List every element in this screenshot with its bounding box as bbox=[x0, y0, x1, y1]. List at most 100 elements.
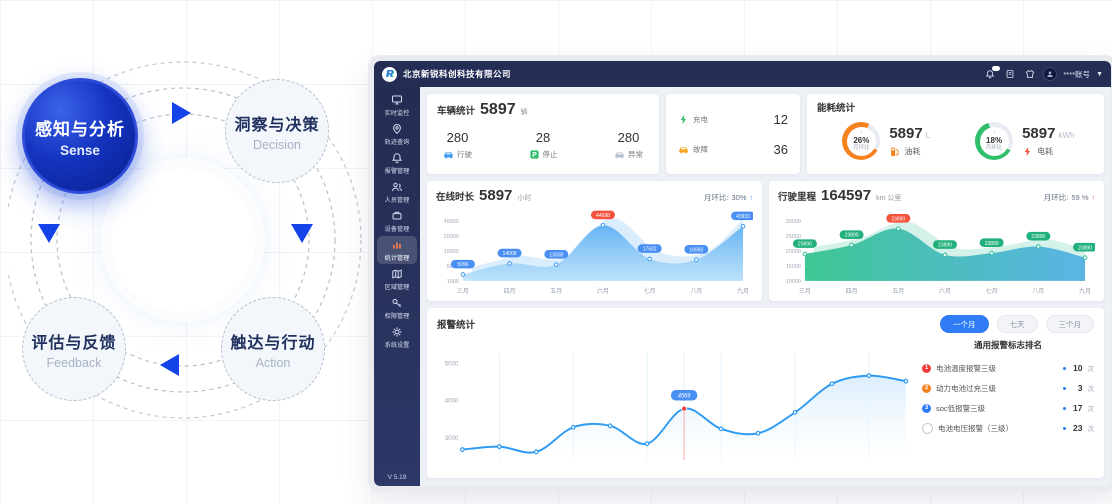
sidebar-item-track[interactable]: 轨迹查询 bbox=[377, 120, 417, 148]
mom-value: 59 % bbox=[1071, 193, 1089, 202]
svg-text:四月: 四月 bbox=[504, 288, 516, 295]
arrow-left-icon bbox=[160, 354, 179, 376]
alarm-ranking-title: 通用报警标志排名 bbox=[973, 340, 1042, 350]
ranking-count: 3 bbox=[1077, 383, 1083, 393]
svg-text:23890: 23890 bbox=[891, 216, 905, 222]
svg-text:五月: 五月 bbox=[550, 288, 562, 295]
sidebar-item-permission[interactable]: 权限管理 bbox=[377, 294, 417, 322]
theme-skin-icon[interactable] bbox=[1023, 67, 1037, 81]
energy-label: 电耗 bbox=[1037, 147, 1054, 156]
sidebar: 实时监控 轨迹查询 报警管理 人员管理 设备管理 统计管理 区域管理 权限管理 … bbox=[374, 87, 420, 486]
notification-bell-icon[interactable] bbox=[983, 66, 1001, 81]
sidebar-item-monitor[interactable]: 实时监控 bbox=[377, 91, 417, 119]
sidebar-item-label: 权限管理 bbox=[384, 313, 410, 320]
svg-text:40000: 40000 bbox=[444, 219, 459, 225]
alarm-period-tabs: 一个月 七天 三个月 bbox=[940, 315, 1094, 333]
sidebar-item-alarm[interactable]: 报警管理 bbox=[377, 149, 417, 177]
svg-text:三月: 三月 bbox=[457, 288, 469, 295]
trend-up-icon: ↑ bbox=[860, 129, 863, 136]
company-name: 北京新锐科创科技有限公司 bbox=[403, 69, 512, 79]
car-gray-icon bbox=[614, 149, 625, 160]
ranking-row[interactable]: 电池电压报警（三级） 23 次 bbox=[922, 418, 1094, 438]
svg-text:九月: 九月 bbox=[1079, 287, 1091, 295]
mom-label: 月环比: bbox=[703, 193, 729, 202]
vehicle-total: 5897 bbox=[480, 101, 516, 118]
mileage-mom: 月环比: 59 % ↑ bbox=[1044, 192, 1095, 203]
sidebar-item-label: 人员管理 bbox=[384, 197, 410, 204]
bolt-green-icon bbox=[678, 114, 689, 125]
notification-badge bbox=[992, 66, 1001, 71]
sidebar-item-users[interactable]: 人员管理 bbox=[377, 178, 417, 206]
status-row-充电: 充电 12 bbox=[678, 112, 788, 127]
account-label[interactable]: ****账号 bbox=[1063, 69, 1091, 79]
app-version: V 5.19 bbox=[387, 474, 407, 481]
node-feedback-en: Feedback bbox=[46, 355, 102, 370]
car-orange-icon bbox=[678, 144, 689, 155]
sidebar-item-stats[interactable]: 统计管理 bbox=[377, 236, 417, 264]
main-content: 车辆统计 5897 辆 280 行驶 28 P 停止 280 异常 充电 12 故障 … bbox=[420, 87, 1111, 486]
vehicle-total-unit: 辆 bbox=[520, 109, 528, 116]
sidebar-item-label: 系统设置 bbox=[384, 342, 410, 349]
dot-icon bbox=[1062, 406, 1066, 410]
donut-sublabel: 月环比 bbox=[985, 144, 1003, 151]
node-sense-zh: 感知与分析 bbox=[35, 119, 125, 139]
node-sense-en: Sense bbox=[60, 142, 100, 158]
svg-text:16993: 16993 bbox=[689, 247, 703, 253]
ranking-label: 电池电压报警（三级） bbox=[938, 423, 1013, 433]
trend-up-icon: ↑ bbox=[992, 129, 996, 136]
user-avatar[interactable] bbox=[1043, 67, 1058, 81]
svg-text:九月: 九月 bbox=[737, 287, 749, 295]
sidebar-item-region[interactable]: 区域管理 bbox=[377, 265, 417, 293]
ranking-row[interactable]: 2 动力电池过充三级 3 次 bbox=[922, 378, 1094, 398]
tab-三个月[interactable]: 三个月 bbox=[1045, 315, 1094, 333]
svg-text:4569: 4569 bbox=[678, 394, 691, 400]
sidebar-item-label: 报警管理 bbox=[384, 168, 410, 175]
stat-value: 280 bbox=[446, 129, 469, 145]
device-icon bbox=[392, 211, 402, 220]
manual-icon[interactable] bbox=[1003, 67, 1017, 81]
svg-text:23890: 23890 bbox=[798, 242, 812, 248]
arrow-down-left-icon bbox=[38, 224, 60, 243]
online-hours-mom: 月环比: 30% ↑ bbox=[704, 192, 753, 203]
svg-text:八月: 八月 bbox=[690, 288, 702, 295]
diagram-center-circle bbox=[111, 168, 255, 312]
svg-text:六月: 六月 bbox=[597, 287, 609, 295]
online-hours-total: 5897 bbox=[479, 187, 513, 204]
alarm-icon bbox=[392, 153, 402, 164]
chevron-down-icon[interactable]: ▼ bbox=[1096, 70, 1103, 78]
ranking-row[interactable]: 3 soc低报警三级 17 次 bbox=[922, 398, 1094, 418]
status-label: 故障 bbox=[693, 144, 708, 154]
alarm-trend-chart: 5000 4000 3000 4569 bbox=[445, 352, 909, 461]
track-icon bbox=[393, 123, 401, 135]
rank-badge: 2 bbox=[922, 383, 931, 393]
arrow-down-right-icon bbox=[291, 224, 313, 243]
tab-七天[interactable]: 七天 bbox=[996, 315, 1038, 333]
dashboard-mockup: R 北京新锐科创科技有限公司 ****账号 ▼ bbox=[368, 55, 1112, 492]
ranking-count: 10 bbox=[1073, 363, 1083, 373]
alarm-stats-title: 报警统计 bbox=[437, 320, 476, 331]
sidebar-item-settings[interactable]: 系统设置 bbox=[377, 323, 417, 351]
stats-icon bbox=[393, 242, 401, 249]
svg-text:13008: 13008 bbox=[549, 252, 563, 258]
arrow-right-icon bbox=[172, 102, 191, 124]
ranking-unit: 次 bbox=[1087, 426, 1095, 433]
sidebar-item-label: 轨迹查询 bbox=[384, 139, 410, 146]
svg-text:八月: 八月 bbox=[1032, 288, 1044, 295]
vehicle-stat-columns: 280 行驶 28 P 停止 280 异常 bbox=[437, 119, 649, 168]
vehicle-stats-card: 车辆统计 5897 辆 280 行驶 28 P 停止 280 异常 bbox=[427, 94, 659, 174]
svg-text:P: P bbox=[532, 151, 537, 158]
svg-text:五月: 五月 bbox=[892, 288, 904, 295]
ranking-row[interactable]: 1 电池温度报警三级 10 次 bbox=[922, 358, 1094, 378]
tab-一个月[interactable]: 一个月 bbox=[940, 315, 989, 333]
mom-label: 月环比: bbox=[1043, 193, 1069, 202]
bolt-red-icon bbox=[1022, 146, 1033, 157]
donut-percent: 18% bbox=[986, 135, 1003, 145]
vehicle-stats-title: 车辆统计 bbox=[437, 106, 476, 117]
fuel-icon bbox=[889, 146, 900, 157]
energy-stats-card: 能耗统计 ↑ 26% 月环比 5897 L 油耗 ↑ 18% 月环比 5897 … bbox=[807, 94, 1104, 174]
ranking-label: soc低报警三级 bbox=[936, 403, 986, 413]
charge-fault-card: 充电 12 故障 36 bbox=[666, 94, 800, 174]
ranking-unit: 次 bbox=[1087, 406, 1095, 413]
svg-text:23890: 23890 bbox=[938, 243, 952, 249]
sidebar-item-device[interactable]: 设备管理 bbox=[377, 207, 417, 235]
